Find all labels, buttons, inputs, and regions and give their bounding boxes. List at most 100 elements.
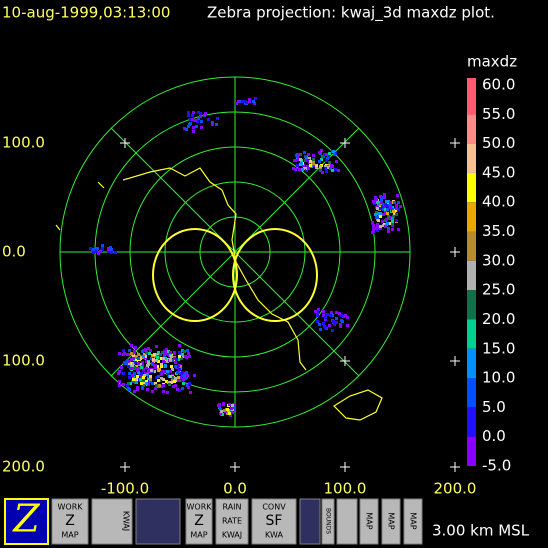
echo-pixel	[145, 380, 148, 383]
toolbar-button[interactable]: Z	[4, 497, 49, 545]
echo-pixel	[237, 100, 240, 103]
button-face[interactable]	[251, 498, 297, 545]
button-face[interactable]	[321, 498, 335, 545]
button-label[interactable]: Z	[65, 513, 75, 529]
button-label[interactable]: WORK	[57, 503, 83, 512]
echo-pixel	[164, 365, 167, 368]
button-label[interactable]: KWAJ	[222, 531, 242, 540]
echo-pixel	[124, 362, 127, 365]
echo-pixel	[387, 215, 390, 218]
toolbar-button[interactable]: MAP	[403, 498, 423, 545]
button-label[interactable]: MAP	[365, 512, 374, 529]
echo-pixel	[141, 350, 144, 353]
echo-pixel	[339, 324, 342, 327]
echo-pixel	[232, 406, 235, 409]
toolbar-button[interactable]: RAIN RATE KWAJ	[215, 498, 249, 545]
button-label[interactable]: MAP	[409, 512, 418, 529]
echo-pixel	[162, 378, 165, 381]
echo-pixel	[165, 380, 168, 383]
toolbar-button[interactable]: KWAJ	[91, 498, 133, 545]
button-face[interactable]	[381, 498, 401, 545]
button-label[interactable]: MAP	[61, 531, 78, 540]
timestamp: 10-aug-1999,03:13:00	[2, 4, 170, 22]
button-face[interactable]	[403, 498, 423, 545]
button-label[interactable]: BOUNDS	[325, 508, 332, 534]
toolbar-button[interactable]	[135, 498, 181, 545]
echo-pixel	[170, 365, 173, 368]
button-face[interactable]	[51, 498, 89, 545]
echo-pixel	[372, 230, 375, 233]
button-face[interactable]	[215, 498, 249, 545]
button-label[interactable]: RAIN	[222, 503, 241, 512]
colorbar-band	[467, 78, 476, 115]
grid-cross	[450, 356, 460, 366]
echo-pixel	[144, 372, 147, 375]
echo-pixel	[382, 224, 385, 227]
echo-pixel	[376, 216, 379, 219]
toolbar-button[interactable]: MAP	[381, 498, 401, 545]
map-overlay	[55, 167, 383, 421]
echo-pixel	[312, 154, 315, 157]
button-face[interactable]	[4, 498, 49, 545]
echo-pixel	[130, 352, 133, 355]
echo-pixel	[305, 169, 308, 172]
echo-pixel	[141, 361, 144, 364]
button-label[interactable]: MAP	[190, 531, 207, 540]
colorbar-band	[467, 260, 476, 291]
echo-pixel	[228, 403, 231, 406]
echo-pixel	[393, 201, 396, 204]
button-label[interactable]: KWAJ	[122, 511, 131, 531]
echo-pixel	[169, 358, 172, 361]
altitude-status: 3.00 km MSL	[432, 522, 530, 540]
echo-pixel	[136, 386, 139, 389]
button-label[interactable]: RATE	[222, 517, 242, 526]
button-label[interactable]: CONV	[262, 503, 286, 512]
echo-pixel	[187, 386, 190, 389]
colorbar-label: 0.0	[482, 427, 506, 445]
echo-pixel	[235, 102, 238, 105]
echo-pixel	[132, 362, 135, 365]
toolbar-button[interactable]	[299, 498, 321, 545]
echo-pixel	[222, 402, 225, 405]
toolbar-button[interactable]	[336, 498, 358, 545]
echo-pixel	[331, 165, 334, 168]
echo-pixel	[118, 370, 121, 373]
echo-pixel	[162, 384, 165, 387]
button-face[interactable]	[299, 498, 321, 545]
echo-pixel	[170, 381, 173, 384]
echo-pixel	[399, 205, 402, 208]
echo-pixel	[140, 372, 143, 375]
button-face[interactable]	[185, 498, 213, 545]
echo-pixel	[379, 203, 382, 206]
button-face[interactable]	[135, 498, 181, 545]
echo-pixel	[325, 170, 328, 173]
button-label[interactable]: SF	[266, 513, 283, 529]
echo-pixel	[154, 366, 157, 369]
toolbar-button[interactable]: BOUNDS	[321, 498, 335, 545]
echo-pixel	[138, 373, 141, 376]
echo-pixel	[319, 328, 322, 331]
toolbar-button[interactable]: MAP	[359, 498, 379, 545]
button-face[interactable]	[336, 498, 358, 545]
echo-pixel	[192, 130, 195, 133]
echo-pixel	[195, 125, 198, 128]
colorbar-label: 45.0	[482, 163, 515, 181]
button-label[interactable]: WORK	[186, 503, 212, 512]
button-face[interactable]	[359, 498, 379, 545]
echo-pixel	[159, 371, 162, 374]
button-label[interactable]: Z	[12, 497, 40, 541]
button-face[interactable]	[91, 498, 133, 545]
colorbar: maxdz 60.0 55.0 50.0 45.0 40.0 35.0 30.0 25.0 20.…	[467, 53, 517, 475]
echo-pixel	[200, 120, 203, 123]
echo-pixel	[325, 153, 328, 156]
echo-pixel	[132, 376, 135, 379]
echo-pixel	[154, 364, 157, 367]
button-label[interactable]: Z	[194, 513, 204, 529]
button-label[interactable]: KWA	[265, 531, 283, 540]
echo-pixel	[332, 150, 335, 153]
button-label[interactable]: MAP	[387, 512, 396, 529]
